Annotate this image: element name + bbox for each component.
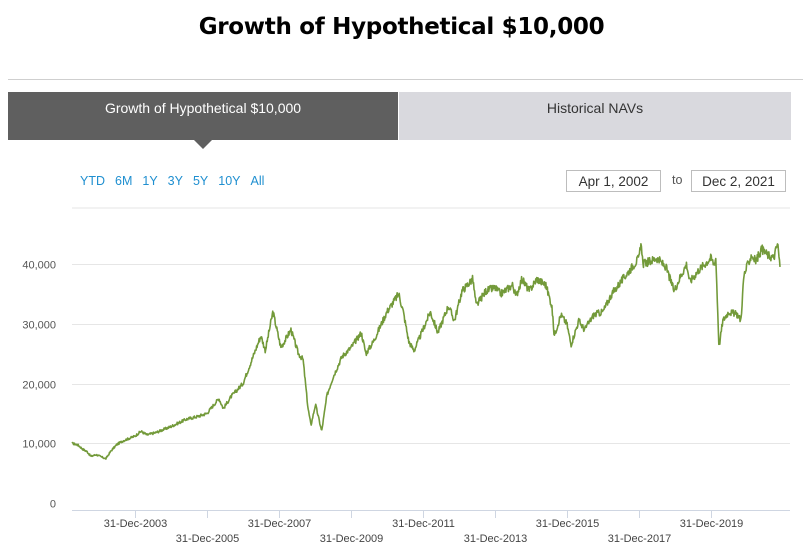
range-1y-button[interactable]: 1Y <box>142 174 158 188</box>
date-range-separator: to <box>672 173 683 187</box>
x-tick-label: 31-Dec-2011 <box>392 518 455 530</box>
start-date-input[interactable]: Apr 1, 2002 <box>566 170 661 192</box>
range-selector: YTD 6M 1Y 3Y 5Y 10Y All <box>80 174 264 188</box>
range-ytd-button[interactable]: YTD <box>80 174 105 188</box>
x-axis-labels: 31-Dec-2003 31-Dec-2005 31-Dec-2007 31-Dec-… <box>104 518 744 545</box>
y-axis-labels: 0 10,000 20,000 30,000 40,000 <box>22 260 56 511</box>
x-tick-label: 31-Dec-2013 <box>464 533 528 545</box>
range-10y-button[interactable]: 10Y <box>218 174 241 188</box>
x-axis-ticks <box>135 510 712 518</box>
range-5y-button[interactable]: 5Y <box>192 174 209 188</box>
x-tick-label: 31-Dec-2009 <box>320 533 384 545</box>
x-tick-label: 31-Dec-2019 <box>680 518 744 530</box>
chart-gridlines <box>72 207 790 444</box>
tab-historical-navs[interactable]: Historical NAVs <box>399 92 791 140</box>
y-tick-label: 30,000 <box>22 320 56 332</box>
end-date-input[interactable]: Dec 2, 2021 <box>691 170 786 192</box>
y-tick-label: 40,000 <box>22 260 56 272</box>
range-all-button[interactable]: All <box>250 174 265 188</box>
tab-growth-of-10000[interactable]: Growth of Hypothetical $10,000 <box>8 92 398 140</box>
page-title: Growth of Hypothetical $10,000 <box>198 14 605 40</box>
y-tick-label: 0 <box>50 499 56 511</box>
x-tick-label: 31-Dec-2015 <box>536 518 600 530</box>
range-3y-button[interactable]: 3Y <box>167 174 183 188</box>
y-tick-label: 20,000 <box>22 380 56 392</box>
x-tick-label: 31-Dec-2003 <box>104 518 168 530</box>
x-tick-label: 31-Dec-2005 <box>176 533 240 545</box>
tab-historical-label: Historical NAVs <box>546 100 644 116</box>
series-line <box>71 242 781 460</box>
active-tab-pointer <box>194 140 212 149</box>
x-tick-label: 31-Dec-2017 <box>608 533 672 545</box>
range-6m-button[interactable]: 6M <box>115 174 133 188</box>
y-tick-label: 10,000 <box>22 439 56 451</box>
x-tick-label: 31-Dec-2007 <box>248 518 312 530</box>
title-divider <box>8 79 803 80</box>
tab-growth-label: Growth of Hypothetical $10,000 <box>104 100 302 116</box>
